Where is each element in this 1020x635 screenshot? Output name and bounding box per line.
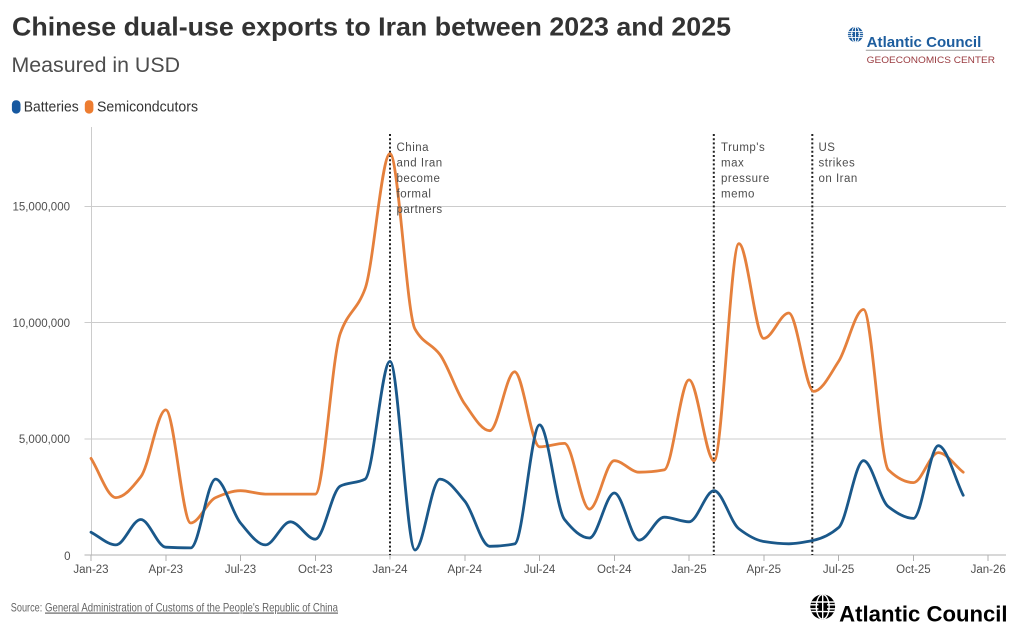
svg-text:Jan-24: Jan-24 xyxy=(372,564,408,576)
svg-text:Jan-26: Jan-26 xyxy=(971,564,1006,576)
svg-text:Atlantic Council: Atlantic Council xyxy=(867,34,982,51)
svg-text:Semicondcutors: Semicondcutors xyxy=(97,99,198,115)
svg-text:15,000,000: 15,000,000 xyxy=(12,202,70,214)
svg-text:Jan-25: Jan-25 xyxy=(672,564,707,576)
svg-text:partners: partners xyxy=(397,204,443,216)
svg-text:Jul-23: Jul-23 xyxy=(225,564,256,576)
svg-text:Apr-25: Apr-25 xyxy=(747,564,782,576)
svg-text:Source:: Source: xyxy=(11,601,43,615)
svg-text:10,000,000: 10,000,000 xyxy=(12,318,70,330)
svg-text:Oct-25: Oct-25 xyxy=(896,564,931,576)
svg-text:on Iran: on Iran xyxy=(819,173,858,185)
svg-text:Jan-23: Jan-23 xyxy=(73,564,108,576)
svg-text:pressure: pressure xyxy=(721,173,770,185)
svg-text:Oct-24: Oct-24 xyxy=(597,564,632,576)
svg-text:and Iran: and Iran xyxy=(397,157,443,169)
svg-text:US: US xyxy=(819,142,836,154)
svg-text:0: 0 xyxy=(64,551,70,563)
svg-text:General Administration of Cust: General Administration of Customs of the… xyxy=(45,601,338,615)
svg-text:memo: memo xyxy=(721,188,755,200)
svg-text:Chinese dual-use exports to Ir: Chinese dual-use exports to Iran between… xyxy=(12,11,731,41)
svg-text:Apr-23: Apr-23 xyxy=(149,564,184,576)
svg-text:Oct-23: Oct-23 xyxy=(298,564,333,576)
svg-text:Jul-24: Jul-24 xyxy=(524,564,556,576)
svg-text:Apr-24: Apr-24 xyxy=(448,564,483,576)
svg-text:China: China xyxy=(397,142,430,154)
svg-text:GEOECONOMICS CENTER: GEOECONOMICS CENTER xyxy=(867,55,995,66)
svg-text:formal: formal xyxy=(397,188,432,200)
svg-text:5,000,000: 5,000,000 xyxy=(19,434,70,446)
svg-text:Jul-25: Jul-25 xyxy=(823,564,854,576)
svg-text:become: become xyxy=(397,173,441,185)
svg-text:Atlantic Council: Atlantic Council xyxy=(839,602,1007,627)
svg-text:Measured in USD: Measured in USD xyxy=(12,53,181,77)
svg-text:max: max xyxy=(721,157,744,169)
svg-text:Trump's: Trump's xyxy=(721,142,765,154)
svg-text:Batteries: Batteries xyxy=(24,99,79,115)
svg-text:strikes: strikes xyxy=(819,157,856,169)
